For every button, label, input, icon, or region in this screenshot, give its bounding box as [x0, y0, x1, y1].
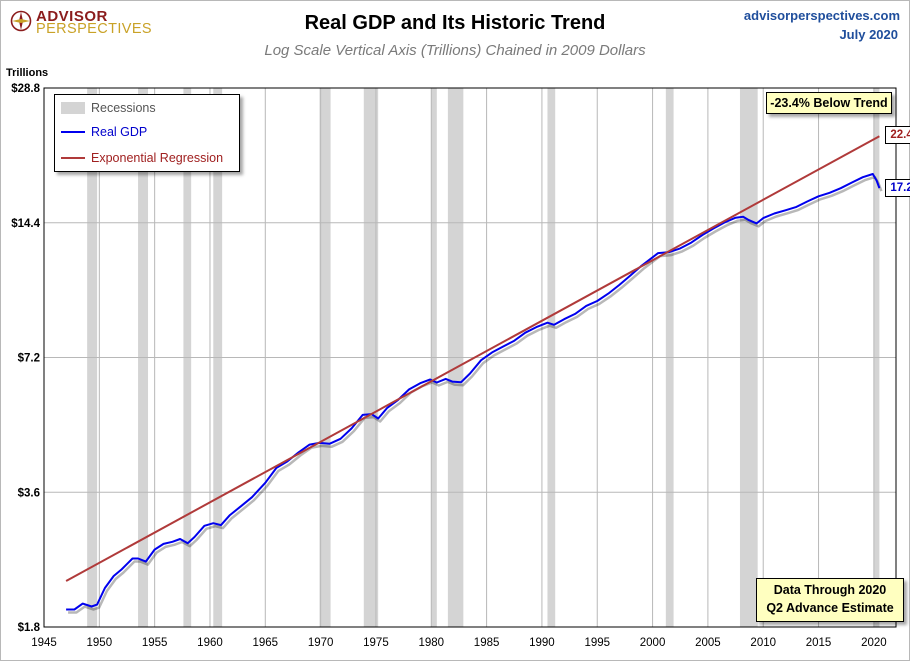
x-tick-label: 2005 — [695, 637, 721, 649]
legend: Recessions Real GDP Exponential Regressi… — [54, 94, 240, 172]
y-tick-label: $14.4 — [11, 218, 40, 230]
x-tick-label: 2020 — [861, 637, 887, 649]
below-trend-note: -23.4% Below Trend — [766, 92, 892, 114]
legend-label-regression: Exponential Regression — [91, 151, 224, 165]
gdp-end-value: 17.21 — [885, 179, 910, 198]
real-gdp-shadow — [68, 175, 883, 614]
legend-item-regression: Exponential Regression — [61, 149, 223, 167]
x-tick-label: 2000 — [640, 637, 666, 649]
chart-title: Real GDP and Its Historic Trend — [304, 12, 606, 34]
legend-swatch-recessions — [61, 102, 85, 114]
compass-rose-icon — [10, 10, 32, 32]
y-axis-unit-label: Trillions — [6, 67, 49, 79]
x-tick-label: 1980 — [418, 637, 444, 649]
real-gdp-line — [66, 173, 881, 611]
x-tick-labels: 1945 1950 1955 1960 1965 1970 1975 1980 1985 1990… — [31, 637, 886, 649]
x-tick-label: 1995 — [584, 637, 610, 649]
legend-label-real-gdp: Real GDP — [91, 125, 148, 139]
gridlines — [44, 88, 896, 627]
report-date: July 2020 — [839, 27, 898, 42]
plot-border — [43, 87, 897, 628]
y-tick-label: $3.6 — [18, 487, 40, 499]
x-tick-label: 1955 — [142, 637, 168, 649]
chart-subtitle: Log Scale Vertical Axis (Trillions) Chai… — [264, 42, 646, 59]
y-tick-label: $1.8 — [18, 622, 41, 634]
legend-item-recessions: Recessions — [61, 99, 156, 117]
legend-label-recessions: Recessions — [91, 101, 156, 115]
trend-end-value: 22.47 — [885, 126, 910, 145]
x-tick-label: 2015 — [806, 637, 832, 649]
legend-item-real-gdp: Real GDP — [61, 123, 147, 141]
data-through-line1: Data Through 2020 — [773, 583, 887, 597]
x-tick-label: 1970 — [308, 637, 334, 649]
legend-swatch-real-gdp — [61, 131, 85, 133]
y-tick-label: $7.2 — [18, 353, 40, 365]
exponential-regression-line — [65, 135, 880, 582]
data-through-note: Data Through 2020 Q2 Advance Estimate — [756, 578, 904, 622]
site-url: advisorperspectives.com — [743, 8, 900, 23]
x-tick-label: 1985 — [474, 637, 500, 649]
logo-text-perspectives: PERSPECTIVES — [36, 21, 152, 37]
series-lines — [65, 135, 883, 614]
x-tick-label: 1950 — [87, 637, 113, 649]
legend-swatch-regression — [61, 157, 85, 159]
x-tick-label: 1960 — [197, 637, 223, 649]
x-tick-label: 1965 — [253, 637, 279, 649]
x-tick-label: 1990 — [529, 637, 555, 649]
logo-text-advisor: ADVISOR — [36, 8, 108, 25]
x-tick-label: 2010 — [750, 637, 776, 649]
y-tick-label: $28.8 — [11, 83, 40, 95]
x-tick-label: 1945 — [31, 637, 57, 649]
data-through-line2: Q2 Advance Estimate — [766, 601, 894, 615]
y-tick-labels: $1.8 $3.6 $7.2 $14.4 $28.8 — [11, 83, 40, 634]
x-tick-label: 1975 — [363, 637, 389, 649]
